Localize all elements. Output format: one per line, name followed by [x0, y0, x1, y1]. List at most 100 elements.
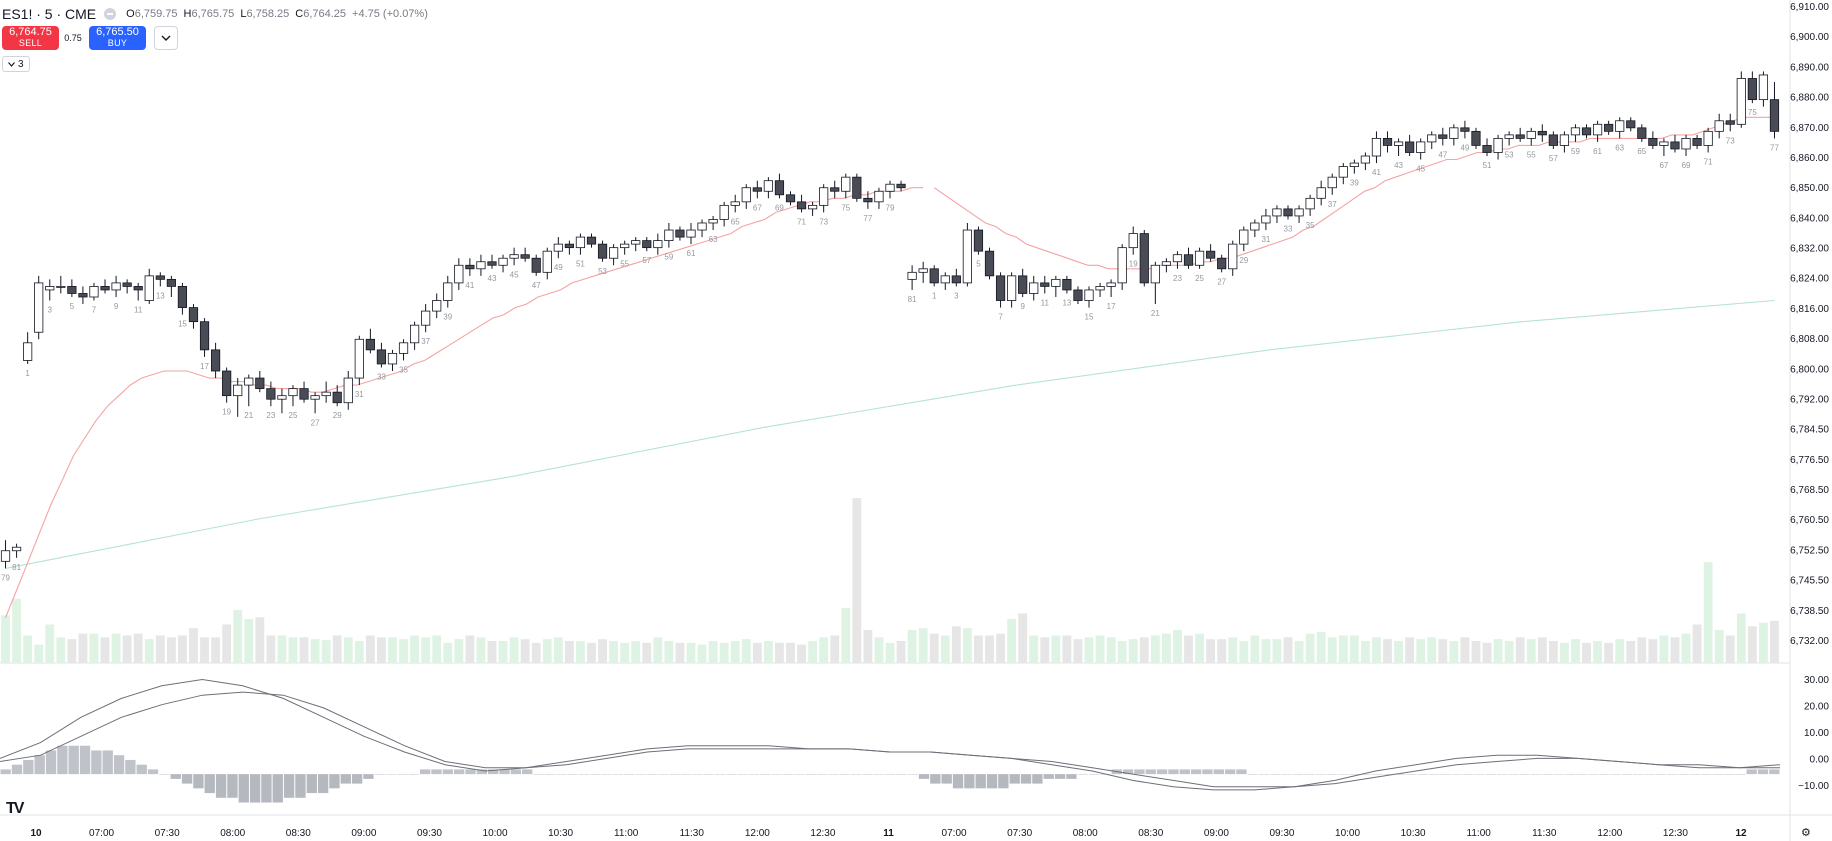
indicators-toggle[interactable]: 3: [2, 56, 30, 72]
volume-bar: [1681, 633, 1691, 663]
volume-bar: [399, 639, 408, 663]
macd-axis-label: 10.00: [1804, 728, 1829, 739]
candle-body: [277, 395, 287, 400]
volume-bar: [852, 498, 862, 663]
bar-number-label: 27: [1217, 277, 1226, 286]
bar-number-label: 23: [1173, 274, 1182, 283]
settings-gear-icon[interactable]: ⚙: [1801, 827, 1811, 839]
macd-histogram-bar: [1508, 774, 1519, 775]
candle-body: [620, 243, 630, 249]
volume-bar: [1327, 637, 1337, 663]
candle-body: [45, 286, 55, 291]
volume-bar: [1007, 619, 1017, 663]
eye-icon[interactable]: [104, 8, 117, 20]
sell-button[interactable]: 6,764.75 SELL: [2, 26, 59, 50]
time-axis-label: 08:00: [220, 828, 245, 839]
volume-bar: [686, 642, 696, 663]
price-axis-label: 6,832.00: [1790, 244, 1829, 255]
volume-bar: [1615, 639, 1625, 663]
macd-histogram-bar: [1292, 774, 1304, 775]
macd-histogram-bar: [1043, 774, 1054, 779]
macd-histogram-bar: [1474, 774, 1485, 775]
macd-histogram-bar: [419, 769, 431, 775]
macd-histogram-bar: [272, 774, 283, 803]
volume-bar: [1128, 639, 1138, 663]
candle-body: [1294, 208, 1304, 217]
candle-body: [1482, 145, 1492, 153]
macd-histogram-bar: [488, 769, 499, 775]
macd-axis[interactable]: 30.00 20.00 10.00 0.00 −10.00: [1798, 675, 1829, 792]
candle-body: [885, 183, 895, 192]
candle-body: [1150, 264, 1160, 284]
bar-number-label: 21: [1151, 309, 1160, 318]
volume-bar: [885, 642, 895, 663]
time-axis-label: 09:00: [1204, 828, 1229, 839]
volume-bar: [34, 644, 44, 663]
more-options-button[interactable]: [154, 26, 178, 50]
bar-number-label: 21: [244, 411, 253, 420]
volume-bar: [233, 609, 243, 663]
volume-bar: [1228, 637, 1238, 663]
volume-bar: [664, 641, 674, 663]
macd-histogram-bar: [930, 774, 941, 784]
volume-bar: [951, 626, 961, 663]
macd-histogram-bar: [1655, 774, 1667, 775]
volume-bar: [244, 619, 254, 663]
volume-bar: [1604, 642, 1614, 663]
candle-body: [819, 187, 829, 206]
volume-bar: [1272, 639, 1282, 663]
macd-histogram-bar: [23, 759, 34, 775]
candle-body: [1449, 127, 1459, 139]
bar-number-label: 73: [819, 217, 828, 226]
volume-bar: [288, 637, 298, 663]
candle-body: [1338, 166, 1348, 178]
candle-body: [1095, 286, 1105, 291]
bar-number-label: 41: [465, 281, 474, 290]
volume-bar: [89, 633, 99, 663]
bar-number-label: 15: [178, 320, 187, 329]
candle-body: [443, 282, 453, 301]
time-axis-label: 09:30: [417, 828, 442, 839]
candle-body: [155, 275, 165, 280]
bar-number-label: 25: [289, 411, 298, 420]
bar-number-label: 23: [266, 411, 275, 420]
candle-body: [432, 300, 442, 312]
macd-histogram-bar: [249, 774, 261, 803]
price-axis-label: 6,900.00: [1790, 32, 1829, 43]
bar-number-label: 41: [1372, 168, 1381, 177]
candle-body: [310, 395, 320, 400]
macd-histogram-bar: [1326, 774, 1338, 775]
buy-button[interactable]: 6,765.50 BUY: [89, 26, 146, 50]
macd-histogram-bar: [1633, 774, 1644, 775]
bar-number-label: 45: [1416, 165, 1425, 174]
macd-histogram-bar: [884, 774, 896, 775]
close-value: 6,764.25: [303, 8, 347, 20]
symbol-title[interactable]: ES1! · 5 · CME: [2, 6, 97, 22]
bar-number-label: 63: [1615, 143, 1624, 152]
candle-body: [686, 229, 696, 238]
macd-histogram-bar: [431, 769, 442, 775]
bar-number-label: 53: [1505, 150, 1514, 159]
candle-body: [785, 194, 796, 203]
volume-bar: [299, 637, 309, 663]
bar-number-label: 35: [399, 365, 408, 374]
candle-body: [1637, 127, 1647, 139]
bar-number-label: 75: [1748, 108, 1757, 117]
bar-number-label: 79: [1, 573, 10, 582]
tradingview-logo-icon[interactable]: TV: [6, 800, 25, 817]
volume-bar: [985, 635, 994, 663]
candle-body: [830, 187, 840, 192]
volume-bar: [940, 635, 950, 663]
candle-body: [984, 250, 995, 277]
candle-body: [1007, 275, 1017, 301]
macd-histogram-bar: [1565, 774, 1576, 775]
time-axis[interactable]: 10 07:00 07:30 08:00 08:30 09:00 09:30 10:00 10:…: [30, 828, 1747, 839]
price-axis[interactable]: 6,910.00 6,900.00 6,890.00 6,880.00 6,870.00…: [1790, 2, 1829, 647]
volume-bar: [1029, 635, 1039, 663]
volume-bar: [388, 637, 397, 663]
macd-histogram-bar: [1485, 774, 1497, 775]
price-axis-label: 6,792.00: [1790, 394, 1829, 405]
time-axis-label: 12:00: [745, 828, 770, 839]
candle-body: [56, 286, 66, 288]
